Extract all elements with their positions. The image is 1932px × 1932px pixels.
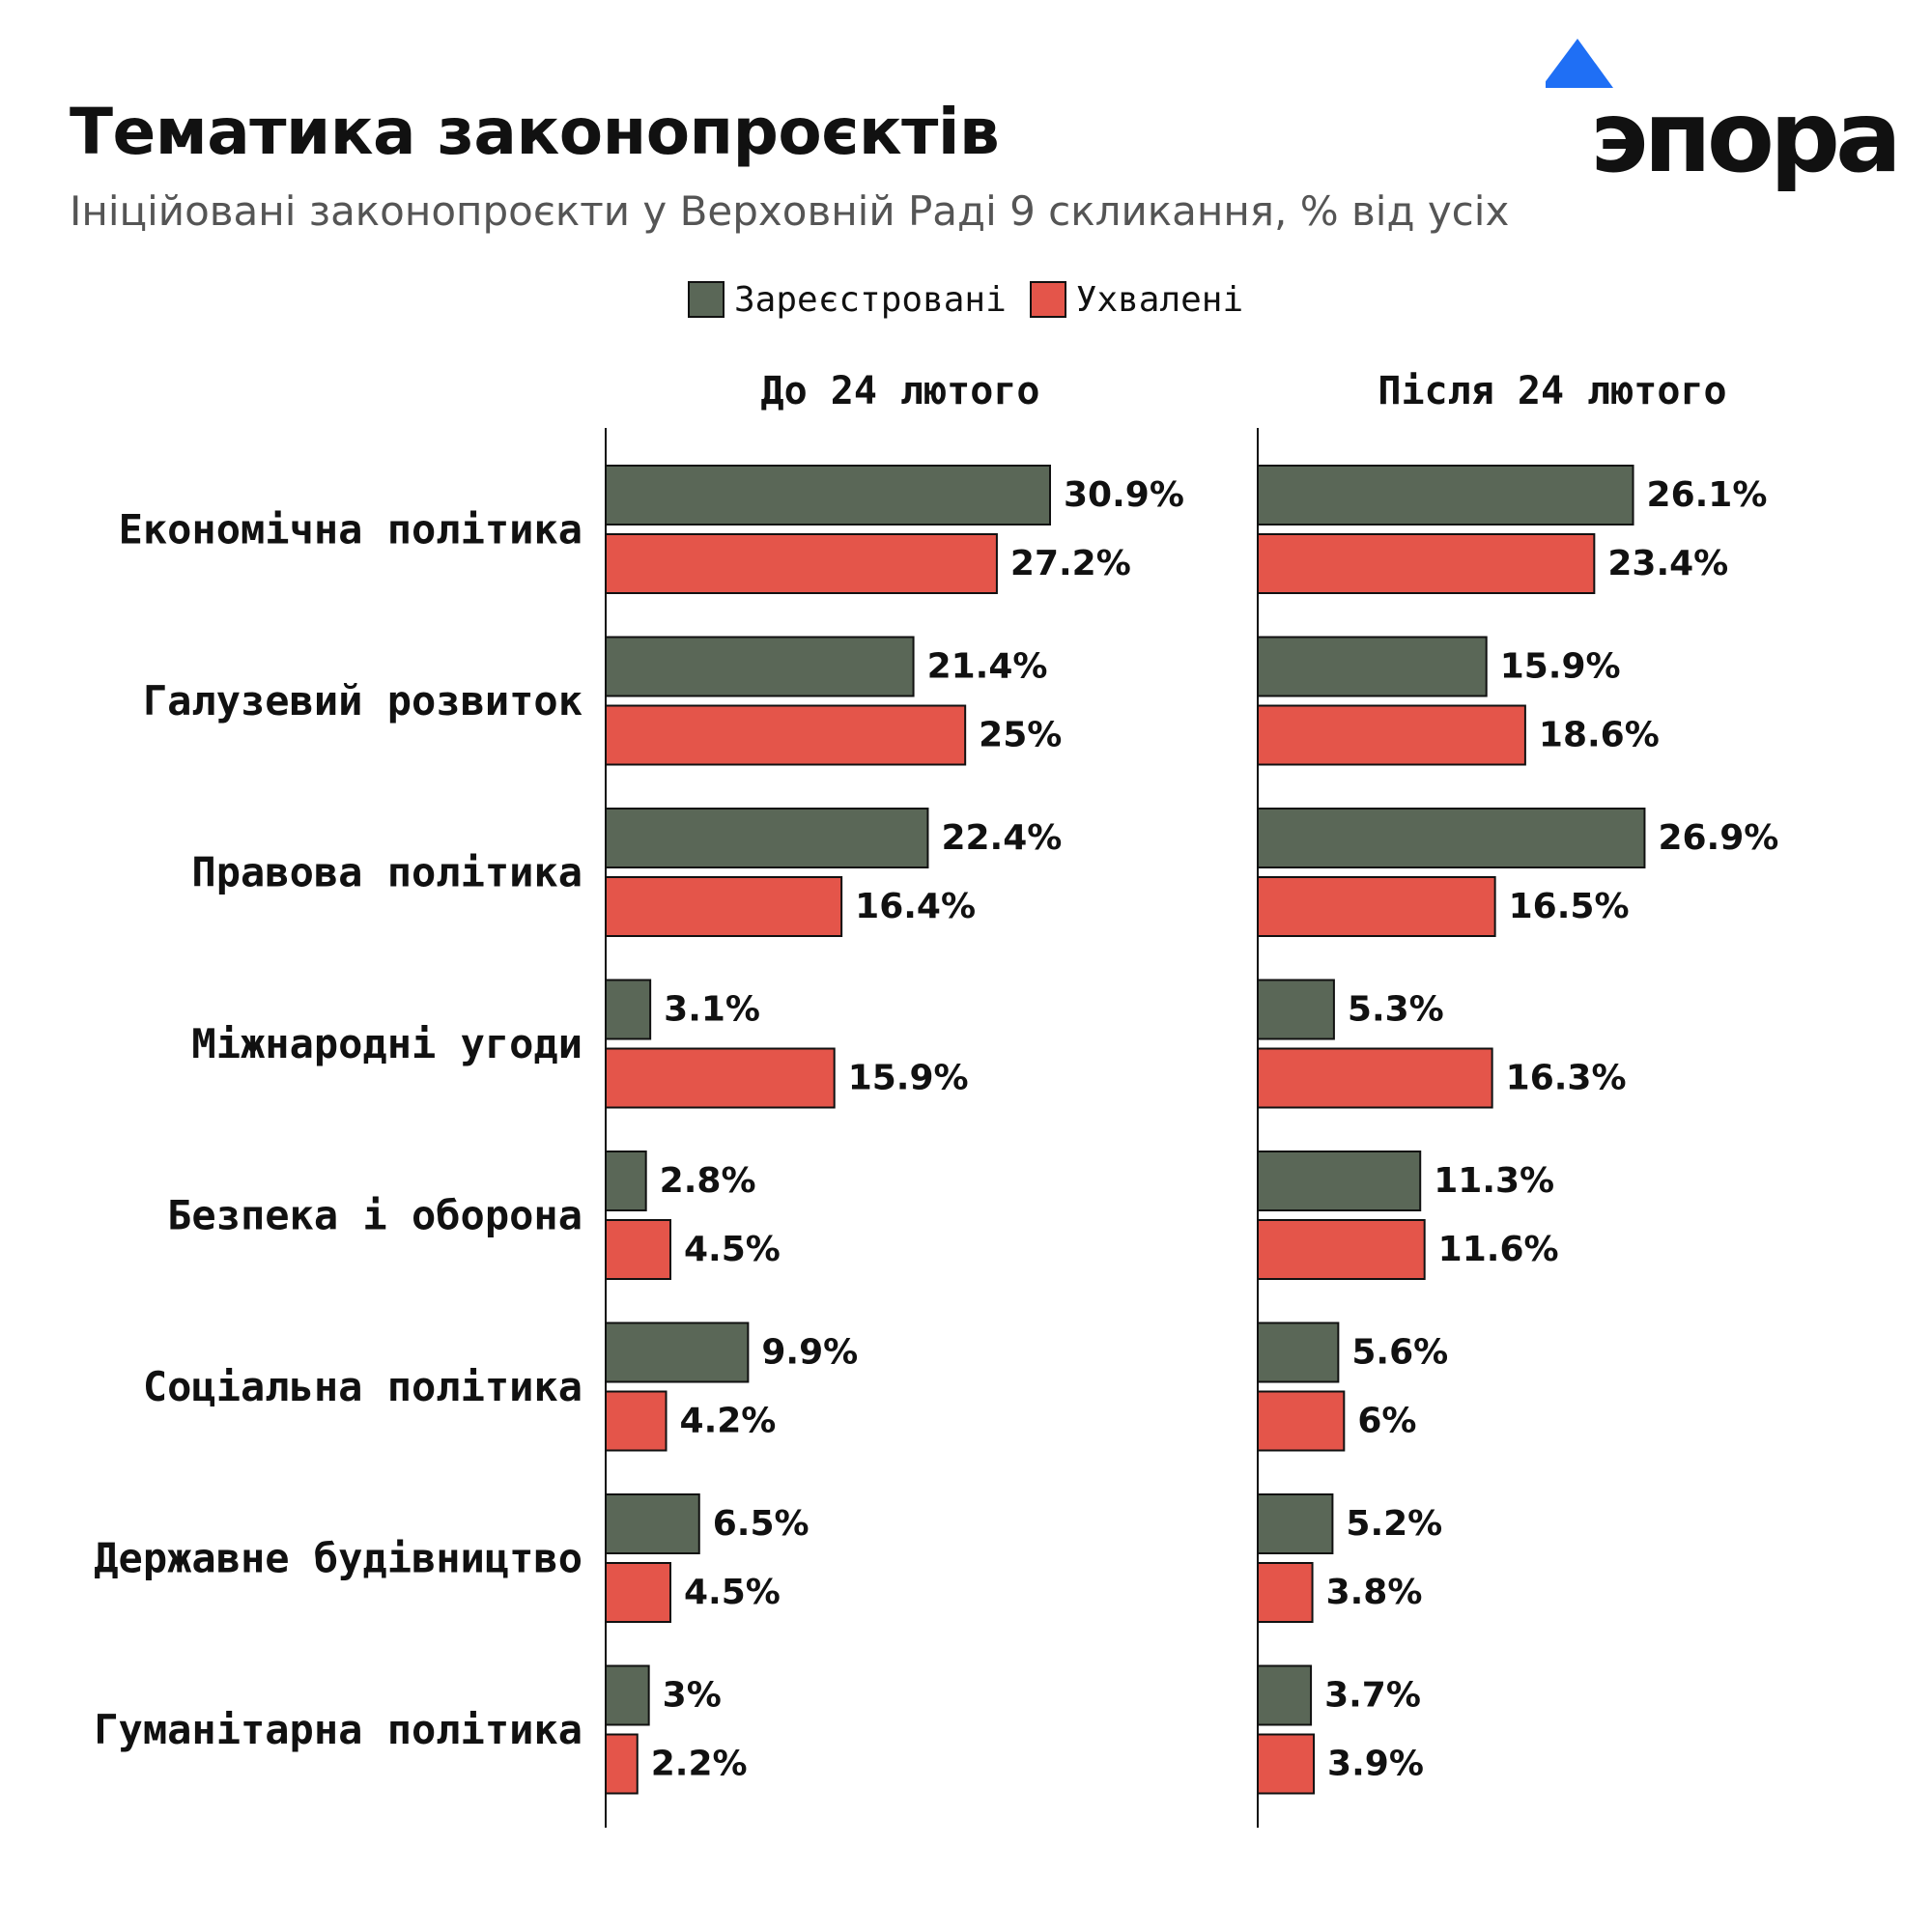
legend-label-registered: Зареєстровані <box>734 279 1007 320</box>
data-label: 30.9% <box>1064 475 1184 515</box>
data-label: 26.9% <box>1658 818 1778 858</box>
data-label: 3.8% <box>1326 1573 1423 1612</box>
data-label: 11.3% <box>1434 1161 1554 1201</box>
category-label: Галузевий розвиток <box>143 677 582 724</box>
category-label: Економічна політика <box>119 506 582 554</box>
data-label: 6% <box>1357 1402 1416 1441</box>
data-label: 27.2% <box>1010 544 1131 583</box>
bar-registered <box>605 1151 647 1211</box>
data-label: 21.4% <box>927 647 1048 687</box>
category-label: Соціальна політика <box>143 1363 582 1410</box>
data-label: 9.9% <box>761 1333 858 1373</box>
bar-approved <box>605 533 998 594</box>
panel-title: Після 24 лютого <box>1378 369 1726 413</box>
bar-approved <box>605 1390 668 1452</box>
data-label: 16.3% <box>1506 1059 1627 1098</box>
data-label: 22.4% <box>941 818 1062 858</box>
bar-registered <box>1257 1321 1340 1383</box>
bar-registered <box>605 465 1051 526</box>
data-label: 5.2% <box>1346 1504 1442 1544</box>
bar-approved <box>605 876 843 937</box>
legend-item-registered: Зареєстровані <box>688 280 1007 320</box>
bar-registered <box>605 808 929 868</box>
logo-text: эпора <box>1590 80 1902 195</box>
data-label: 26.1% <box>1647 475 1768 515</box>
legend-swatch-approved <box>1029 281 1066 318</box>
data-label: 18.6% <box>1539 716 1660 755</box>
category-label: Правова політика <box>191 849 582 896</box>
data-label: 23.4% <box>1607 544 1728 583</box>
data-label: 16.5% <box>1509 887 1630 926</box>
bar-approved <box>1257 1390 1346 1452</box>
bar-registered <box>1257 1151 1422 1211</box>
triangle-icon <box>1546 39 1613 88</box>
bar-registered <box>605 1493 700 1554</box>
data-label: 15.9% <box>848 1059 969 1098</box>
chart-title: Тематика законопроєктів <box>70 95 1000 169</box>
bar-approved <box>1257 1733 1316 1795</box>
legend-item-approved: Ухвалені <box>1029 279 1244 320</box>
category-label: Міжнародні угоди <box>191 1020 582 1067</box>
data-label: 2.8% <box>660 1161 756 1201</box>
bar-registered <box>605 1664 650 1726</box>
data-label: 3.9% <box>1327 1745 1424 1784</box>
bar-registered <box>1257 636 1488 697</box>
data-label: 11.6% <box>1438 1230 1559 1269</box>
bar-registered <box>1257 979 1335 1040</box>
bar-registered <box>1257 808 1646 868</box>
bar-registered <box>605 979 652 1040</box>
data-label: 3.1% <box>664 990 760 1030</box>
legend-swatch-registered <box>688 281 724 318</box>
bar-approved <box>1257 876 1496 937</box>
logo: эпора <box>1546 39 1902 193</box>
panel-title: До 24 лютого <box>761 369 1040 413</box>
data-label: 16.4% <box>855 887 976 926</box>
bar-registered <box>1257 1664 1313 1726</box>
data-label: 2.2% <box>651 1745 748 1784</box>
bar-approved <box>605 1047 836 1109</box>
legend-label-approved: Ухвалені <box>1075 279 1244 320</box>
bar-approved <box>605 704 967 766</box>
data-label: 5.6% <box>1351 1333 1448 1373</box>
chart-subtitle: Ініційовані законопроєкти у Верховній Ра… <box>70 187 1510 235</box>
data-label: 4.5% <box>684 1573 781 1612</box>
bar-registered <box>605 1321 750 1383</box>
data-label: 6.5% <box>713 1504 810 1544</box>
data-label: 5.3% <box>1348 990 1444 1030</box>
bar-approved <box>1257 1219 1426 1280</box>
bar-approved <box>1257 533 1596 594</box>
bar-registered <box>1257 465 1634 526</box>
data-label: 3.7% <box>1324 1676 1421 1716</box>
bar-approved <box>605 1733 639 1795</box>
data-label: 4.2% <box>680 1402 777 1441</box>
data-label: 3% <box>663 1676 722 1716</box>
category-label: Безпека і оборона <box>167 1192 582 1239</box>
bar-registered <box>1257 1493 1334 1554</box>
bar-registered <box>605 636 915 697</box>
bar-approved <box>605 1562 671 1623</box>
category-label: Гуманітарна політика <box>94 1706 582 1753</box>
legend: Зареєстровані Ухвалені <box>688 277 1266 322</box>
bar-approved <box>1257 1047 1493 1109</box>
bar-approved <box>1257 704 1526 766</box>
data-label: 15.9% <box>1500 647 1621 687</box>
category-label: Державне будівництво <box>94 1535 582 1582</box>
bar-approved <box>605 1219 671 1280</box>
data-label: 4.5% <box>684 1230 781 1269</box>
bar-approved <box>1257 1562 1314 1623</box>
data-label: 25% <box>979 716 1062 755</box>
